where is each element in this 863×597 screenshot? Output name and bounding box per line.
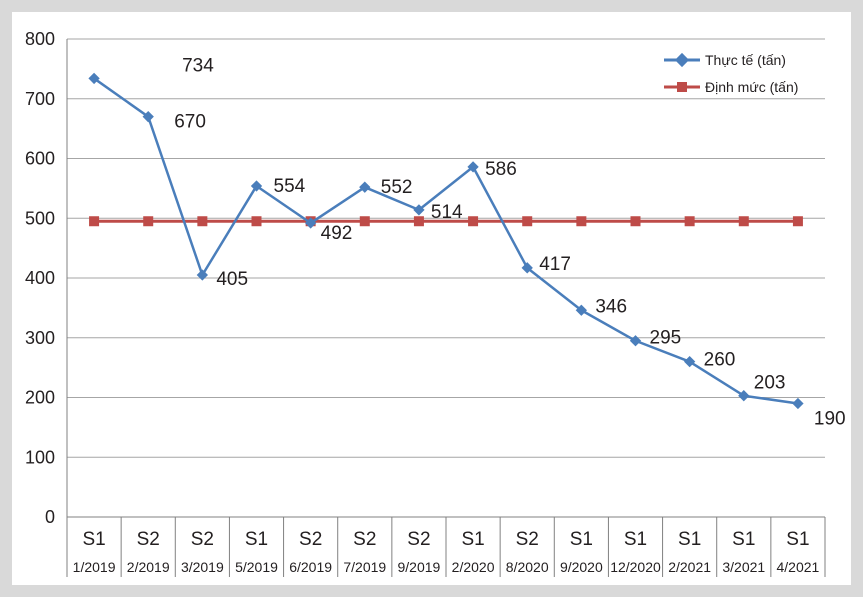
legend-marker-norm bbox=[677, 82, 687, 92]
x-category-label-bottom: 2/2020 bbox=[452, 559, 495, 575]
x-category-label-top: S1 bbox=[624, 529, 647, 550]
y-tick-label: 0 bbox=[45, 507, 55, 527]
data-point-actual bbox=[304, 217, 317, 229]
axes bbox=[66, 39, 826, 577]
legend-label-actual: Thực tế (tấn) bbox=[705, 52, 786, 68]
y-tick-label: 800 bbox=[25, 29, 55, 49]
x-category-label-top: S2 bbox=[191, 529, 214, 550]
data-point-actual bbox=[575, 304, 588, 316]
x-category-label-bottom: 12/2020 bbox=[610, 559, 661, 575]
gridlines bbox=[67, 38, 825, 458]
data-label-actual: 405 bbox=[216, 269, 248, 290]
x-category-label-top: S2 bbox=[299, 529, 322, 550]
data-point-actual bbox=[359, 181, 371, 193]
data-point-actual bbox=[521, 262, 533, 274]
data-point-actual bbox=[196, 269, 209, 281]
data-point-norm bbox=[359, 216, 370, 227]
data-labels: 734 670 405 554 492 552 514 586 417 346 295 260 203 1… bbox=[174, 55, 845, 429]
data-point-actual bbox=[413, 204, 425, 216]
data-label-actual: 586 bbox=[485, 159, 517, 180]
x-category-label-top: S2 bbox=[407, 529, 430, 550]
x-category-label-top: S1 bbox=[461, 529, 484, 550]
x-category-label-bottom: 4/2021 bbox=[777, 559, 820, 575]
x-category-label-top: S1 bbox=[245, 529, 268, 550]
data-label-actual: 734 bbox=[182, 55, 214, 76]
data-label-actual: 514 bbox=[431, 202, 463, 223]
data-label-actual: 346 bbox=[595, 296, 627, 317]
data-point-norm bbox=[251, 216, 262, 227]
data-label-actual: 190 bbox=[814, 408, 846, 429]
x-category-label-bottom: 2/2021 bbox=[668, 559, 711, 575]
data-point-actual bbox=[738, 390, 750, 402]
data-label-actual: 554 bbox=[274, 176, 306, 197]
x-category-label-bottom: 6/2019 bbox=[289, 559, 332, 575]
legend-marker-actual bbox=[674, 52, 690, 68]
y-tick-label: 600 bbox=[25, 149, 55, 169]
x-category-label-bottom: 8/2020 bbox=[506, 559, 549, 575]
legend-label-norm: Định mức (tấn) bbox=[705, 79, 798, 95]
data-point-actual bbox=[250, 180, 263, 192]
data-point-norm bbox=[792, 216, 803, 227]
x-category-label-top: S2 bbox=[353, 529, 376, 550]
data-point-actual bbox=[629, 335, 642, 347]
data-label-actual: 295 bbox=[650, 328, 682, 349]
data-point-norm bbox=[413, 216, 424, 227]
data-point-norm bbox=[143, 216, 154, 227]
y-tick-label: 700 bbox=[25, 89, 55, 109]
data-point-actual bbox=[467, 161, 479, 173]
y-axis-tick-labels: 0 100 200 300 400 500 600 700 800 bbox=[25, 29, 55, 527]
x-category-label-top: S1 bbox=[786, 529, 809, 550]
x-category-label-top: S1 bbox=[82, 529, 105, 550]
x-category-label-top: S1 bbox=[732, 529, 755, 550]
data-point-actual bbox=[792, 397, 804, 410]
x-category-label-bottom: 3/2021 bbox=[722, 559, 765, 575]
data-label-actual: 492 bbox=[321, 223, 353, 244]
x-category-label-top: S1 bbox=[570, 529, 593, 550]
x-category-label-top: S1 bbox=[678, 529, 701, 550]
data-point-norm bbox=[89, 216, 100, 227]
x-category-label-bottom: 9/2020 bbox=[560, 559, 603, 575]
data-point-norm bbox=[576, 216, 587, 227]
series-line-actual bbox=[93, 77, 799, 405]
data-point-actual bbox=[683, 355, 696, 368]
x-category-label-bottom: 1/2019 bbox=[73, 559, 116, 575]
x-category-label-top: S2 bbox=[516, 529, 539, 550]
data-label-actual: 670 bbox=[174, 112, 206, 133]
series-layer bbox=[88, 72, 804, 410]
data-label-actual: 417 bbox=[539, 254, 571, 275]
data-point-norm bbox=[630, 216, 641, 227]
data-label-actual: 203 bbox=[754, 373, 786, 394]
x-category-label-top: S2 bbox=[137, 529, 160, 550]
data-point-norm bbox=[197, 216, 208, 227]
data-label-actual: 552 bbox=[381, 177, 413, 198]
data-label-actual: 260 bbox=[704, 350, 736, 371]
data-point-norm bbox=[522, 216, 533, 227]
y-tick-label: 100 bbox=[25, 447, 55, 467]
y-tick-label: 500 bbox=[25, 208, 55, 228]
data-point-norm bbox=[684, 216, 695, 227]
data-point-norm bbox=[738, 216, 749, 227]
x-axis-category-labels: S1 1/2019 S2 2/2019 S2 3/2019 S1 5/2019 S2 6/2019… bbox=[73, 529, 820, 575]
y-tick-label: 400 bbox=[25, 268, 55, 288]
x-category-label-bottom: 2/2019 bbox=[127, 559, 170, 575]
y-tick-label: 200 bbox=[25, 388, 55, 408]
y-tick-label: 300 bbox=[25, 328, 55, 348]
x-category-label-bottom: 5/2019 bbox=[235, 559, 278, 575]
x-category-label-bottom: 9/2019 bbox=[398, 559, 441, 575]
data-point-norm bbox=[468, 216, 479, 227]
legend: Thực tế (tấn) Định mức (tấn) bbox=[664, 52, 798, 95]
x-category-label-bottom: 7/2019 bbox=[343, 559, 386, 575]
x-category-label-bottom: 3/2019 bbox=[181, 559, 224, 575]
